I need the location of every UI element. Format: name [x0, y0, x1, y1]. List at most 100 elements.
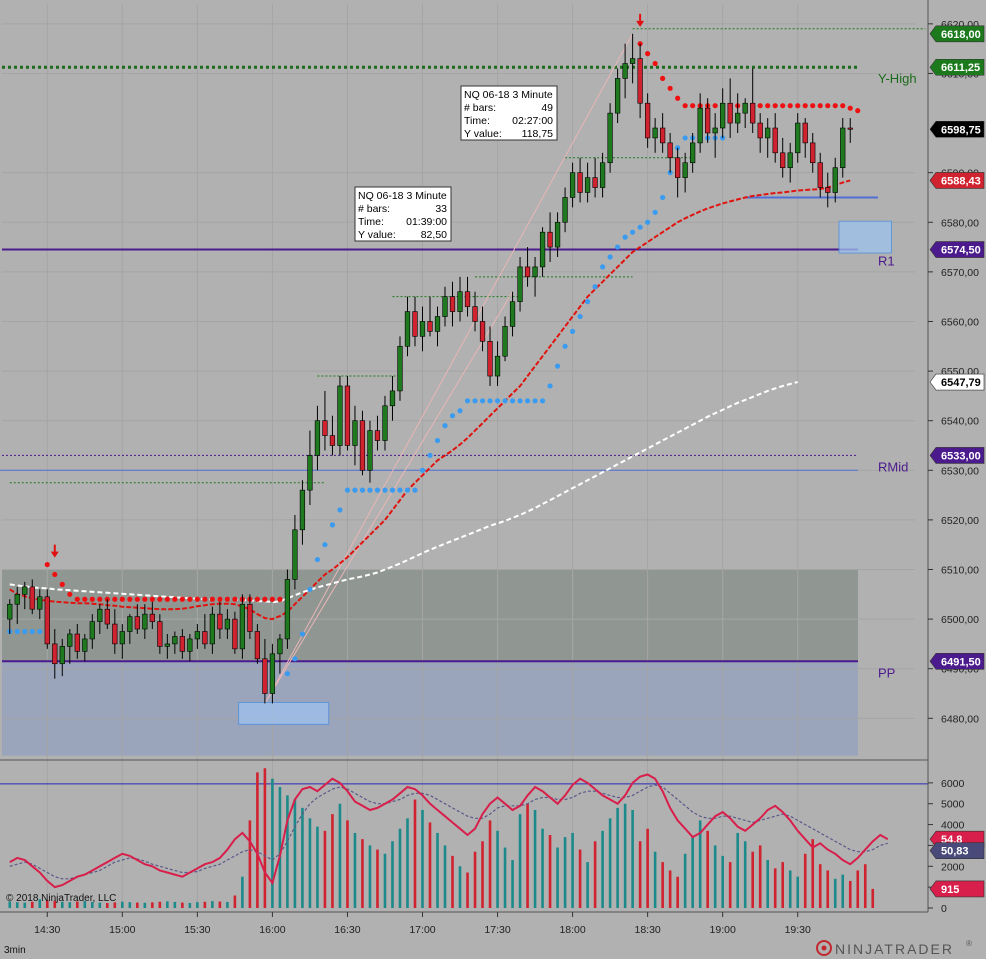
candle [832, 157, 838, 203]
trail-dot-red [712, 103, 718, 109]
price-tag-shape [929, 25, 985, 43]
volume-bar [203, 901, 207, 908]
trail-dot-blue [284, 671, 291, 677]
trail-dot-blue [577, 313, 583, 320]
measure-tooltip: NQ 06-18 3 Minute# bars: 33 Time: 01:39:00 Y… [354, 186, 452, 242]
candle-body [382, 405, 388, 441]
candle [817, 152, 823, 198]
candle-body [194, 631, 200, 640]
trail-dot-red [847, 105, 853, 111]
candle-body [232, 618, 238, 650]
candle-body [705, 107, 711, 134]
oscillator-line [9, 773, 889, 889]
trail-dot-blue [307, 586, 313, 592]
candle-body [847, 127, 853, 130]
candle-body [284, 579, 291, 640]
candle [299, 480, 306, 545]
candle [780, 137, 786, 178]
candle [690, 132, 696, 173]
candle-body [164, 643, 170, 647]
volume-bar [428, 822, 432, 908]
volume-bar [256, 772, 259, 908]
candle-body [652, 127, 658, 139]
candle-body [712, 127, 718, 134]
candle-body [629, 58, 636, 64]
trail-dot-red [187, 596, 193, 602]
volume-bar [811, 839, 815, 908]
candle [29, 579, 35, 615]
price-tag-shape [929, 880, 985, 898]
trail-dot-blue [329, 522, 336, 528]
candle-body [795, 122, 801, 154]
candle [232, 611, 238, 654]
tooltip-row-label: Y value: [358, 229, 396, 241]
price-tag-text: 50,83 [941, 846, 969, 858]
trail-dot-red [157, 596, 163, 602]
candle-body [389, 390, 396, 407]
volume-bar [241, 876, 244, 908]
volume-bar [8, 901, 12, 908]
candle-body [7, 603, 13, 620]
candle-body [667, 142, 673, 159]
candle-body [179, 636, 185, 652]
candle-body [239, 603, 246, 650]
candle [119, 624, 125, 659]
tooltip-row-value: 33 [435, 203, 447, 215]
candle [157, 614, 163, 654]
volume-bar [773, 868, 777, 908]
volume-bar [121, 901, 124, 908]
candle [464, 276, 471, 317]
candle [502, 316, 508, 362]
volume-bar [706, 830, 709, 908]
candle-body [592, 177, 598, 188]
volume-bar [563, 837, 567, 908]
candle [239, 594, 246, 659]
volume-bar [511, 860, 514, 908]
candle [352, 405, 358, 466]
trail-dot-blue [682, 135, 688, 141]
volume-bar [691, 837, 694, 908]
candle [217, 601, 223, 639]
volume-panel [0, 768, 928, 908]
volume-bar [556, 847, 559, 908]
trail-dot-blue [532, 398, 538, 404]
brand-logo-circle [816, 940, 832, 956]
candle-body [217, 613, 223, 630]
price-tag-text: 6611,25 [941, 62, 980, 74]
measure-line [264, 291, 513, 704]
trail-dot-blue [292, 656, 298, 662]
candle [367, 420, 373, 483]
candle [337, 376, 343, 456]
candle [404, 296, 411, 357]
trail-dot-blue [22, 628, 28, 635]
trail-dot-red [682, 103, 688, 109]
candle-body [187, 638, 193, 652]
candle-body [14, 594, 20, 605]
level-label-rmid: RMid [878, 459, 908, 474]
candle-body [825, 187, 831, 193]
candle-body [517, 266, 523, 302]
candle [554, 212, 561, 257]
candle [577, 157, 583, 203]
volume-tick-label: 5000 [941, 799, 965, 811]
candle [292, 514, 298, 590]
candle [112, 609, 118, 654]
measure-tooltip: NQ 06-18 3 Minute# bars: 49 Time: 02:27:00 Y… [460, 85, 558, 141]
candle [142, 604, 148, 639]
candle-body [202, 631, 208, 645]
time-tick-label: 17:00 [409, 924, 435, 936]
volume-bar [646, 828, 649, 908]
volume-bar [713, 845, 717, 908]
candle [607, 103, 613, 173]
volume-bar [526, 803, 529, 908]
candle [172, 631, 178, 654]
price-tick-label: 6570,00 [941, 267, 979, 279]
candle-body [127, 616, 133, 632]
trail-dot-red [840, 103, 846, 109]
volume-bar [30, 901, 34, 908]
time-tick-label: 14:30 [34, 924, 60, 936]
candle [374, 415, 381, 451]
candle-body [104, 608, 110, 625]
